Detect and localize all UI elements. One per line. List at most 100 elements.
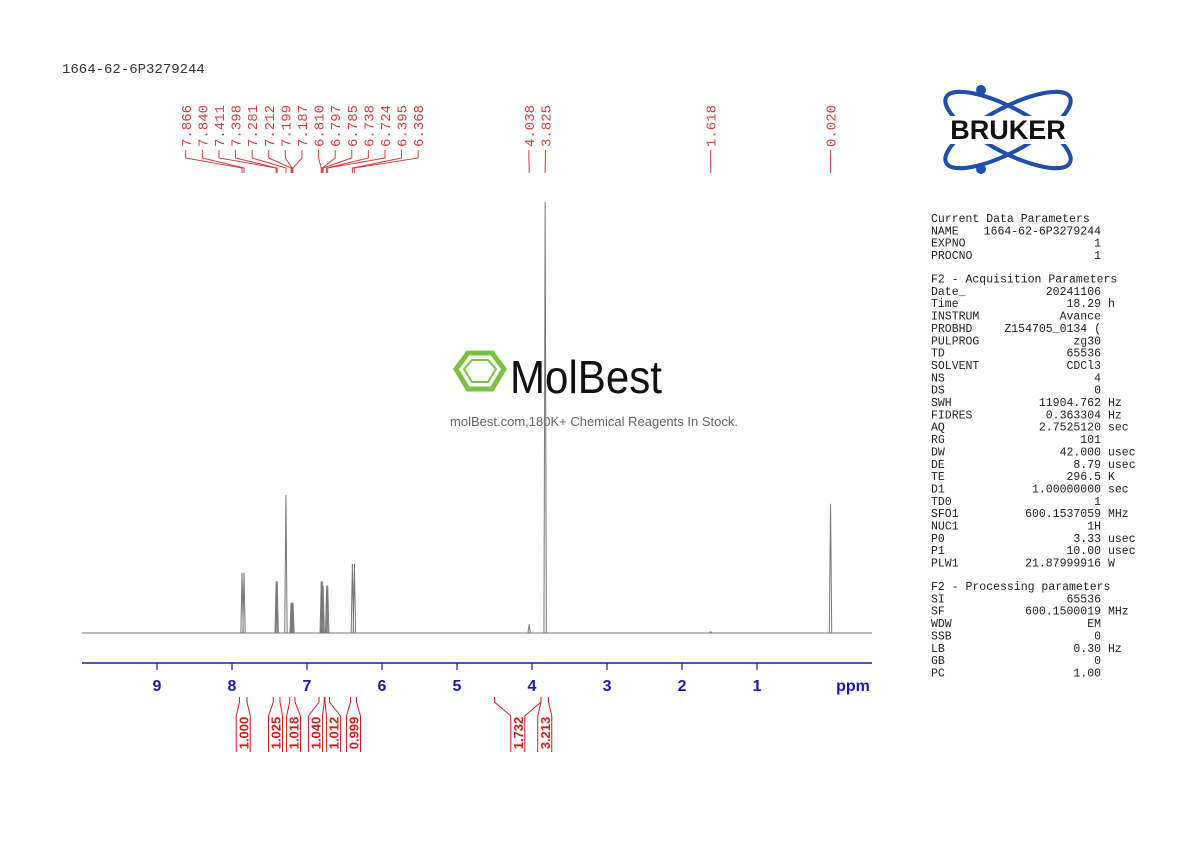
parameter-unit: usec [1108, 446, 1136, 459]
peak-label: 6.797 [329, 105, 345, 147]
x-tick-label: 8 [228, 678, 237, 695]
peak-label-connector [322, 150, 353, 173]
peak-label: 4.038 [523, 105, 539, 147]
parameter-value: EM [1087, 618, 1101, 631]
parameter-value: 1H [1087, 521, 1101, 534]
bruker-brand: BRUKER [950, 115, 1066, 145]
peak-label: 6.738 [362, 105, 378, 147]
parameter-key: DS [931, 385, 945, 398]
peak-label-connector [284, 150, 293, 173]
parameter-key: SFO1 [931, 508, 959, 521]
parameter-key: SOLVENT [931, 360, 979, 373]
peak-label-connector [321, 150, 336, 173]
parameter-unit: usec [1108, 533, 1136, 546]
peak-label-connector [326, 150, 369, 173]
parameter-value: 0 [1094, 655, 1101, 668]
parameter-key: SWH [931, 397, 952, 410]
watermark-text: molBest.com,180K+ Chemical Reagents In S… [450, 414, 738, 429]
parameter-key: INSTRUM [931, 311, 979, 324]
integral-label: 1.040 [308, 717, 323, 750]
parameter-value: 10.00 [1066, 545, 1101, 558]
parameter-value: 1 [1094, 238, 1101, 251]
integral-label: 1.000 [236, 717, 251, 750]
parameter-key: DE [931, 459, 945, 472]
parameter-key: AQ [931, 422, 945, 435]
parameter-value: 600.1500019 [1025, 606, 1101, 619]
parameter-unit: Hz [1108, 397, 1122, 410]
parameter-key: FIDRES [931, 409, 973, 422]
integral-label: 1.018 [287, 717, 302, 750]
parameter-key: P0 [931, 533, 945, 546]
parameter-key: Time [931, 298, 959, 311]
parameter-unit: usec [1108, 459, 1136, 472]
parameter-key: NAME [931, 225, 959, 238]
peak [709, 630, 713, 634]
integral-bracket [548, 697, 553, 752]
parameter-unit: Hz [1108, 643, 1122, 656]
sample-id: 1664-62-6P3279244 [62, 62, 205, 78]
integral-label: 1.025 [269, 717, 284, 750]
parameter-key: GB [931, 655, 945, 668]
parameter-value: 1 [1094, 250, 1101, 263]
integral-bracket [235, 697, 241, 752]
peak [291, 602, 295, 634]
x-tick-label: 7 [303, 678, 312, 695]
parameter-value: Avance [1060, 311, 1102, 324]
parameter-value: 11904.762 [1039, 397, 1101, 410]
parameter-unit: K [1108, 471, 1115, 484]
parameter-value: 101 [1080, 434, 1101, 447]
parameter-unit: MHz [1108, 606, 1129, 619]
peak-label: 7.411 [213, 105, 229, 147]
integral-bracket [279, 697, 284, 752]
peak-label-connector [327, 150, 386, 173]
watermark: MolBest molBest.com,180K+ Chemical Reage… [450, 350, 738, 429]
peak-label: 7.398 [230, 105, 246, 147]
x-tick-label: 9 [153, 678, 162, 695]
peak-label: 7.866 [180, 105, 196, 147]
parameter-value: 65536 [1066, 348, 1101, 361]
peak-label-connector [201, 150, 245, 173]
parameter-key: Date_ [931, 286, 966, 299]
integral-bracket [286, 697, 291, 752]
x-tick-label: 3 [603, 678, 612, 695]
parameter-value: 8.79 [1073, 459, 1101, 472]
peak [321, 585, 325, 634]
parameter-value: 21.87999916 [1025, 558, 1101, 571]
integral-bracket [268, 697, 274, 752]
peak-label-connector [318, 150, 322, 173]
peak [352, 564, 357, 634]
integral-bracket [307, 697, 320, 752]
peak-label: 7.187 [296, 105, 312, 147]
parameter-key: EXPNO [931, 238, 966, 251]
parameter-section-title: F2 - Processing parameters [931, 581, 1110, 594]
parameter-section-title: F2 - Acquisition Parameters [931, 274, 1117, 287]
parameter-key: SF [931, 606, 945, 619]
parameter-key: PC [931, 667, 945, 680]
parameter-value: 0.30 [1073, 643, 1101, 656]
integral-label: 3.213 [538, 717, 553, 750]
peak-label: 3.825 [539, 105, 555, 147]
peak-label: 7.281 [246, 105, 262, 147]
peak-label: 6.785 [346, 105, 362, 147]
parameter-key: SI [931, 593, 945, 606]
parameter-value: zg30 [1073, 335, 1101, 348]
peak-label-connector [268, 150, 292, 173]
parameter-unit: usec [1108, 545, 1136, 558]
parameter-value: 296.5 [1066, 471, 1101, 484]
peak-label: 7.840 [196, 105, 212, 147]
peak [242, 572, 246, 634]
peak-label-connector [185, 150, 243, 173]
peak [543, 201, 547, 634]
parameter-key: NS [931, 372, 945, 385]
parameter-value: 1664-62-6P3279244 [984, 225, 1101, 238]
parameter-value: Z154705_0134 ( [1004, 323, 1101, 336]
peak-label: 6.724 [379, 105, 395, 147]
peak [828, 503, 833, 634]
integral-bracket [324, 697, 327, 752]
parameter-key: LB [931, 643, 945, 656]
peak [274, 581, 278, 634]
parameter-value: 3.33 [1073, 533, 1101, 546]
parameter-key: PULPROG [931, 335, 979, 348]
